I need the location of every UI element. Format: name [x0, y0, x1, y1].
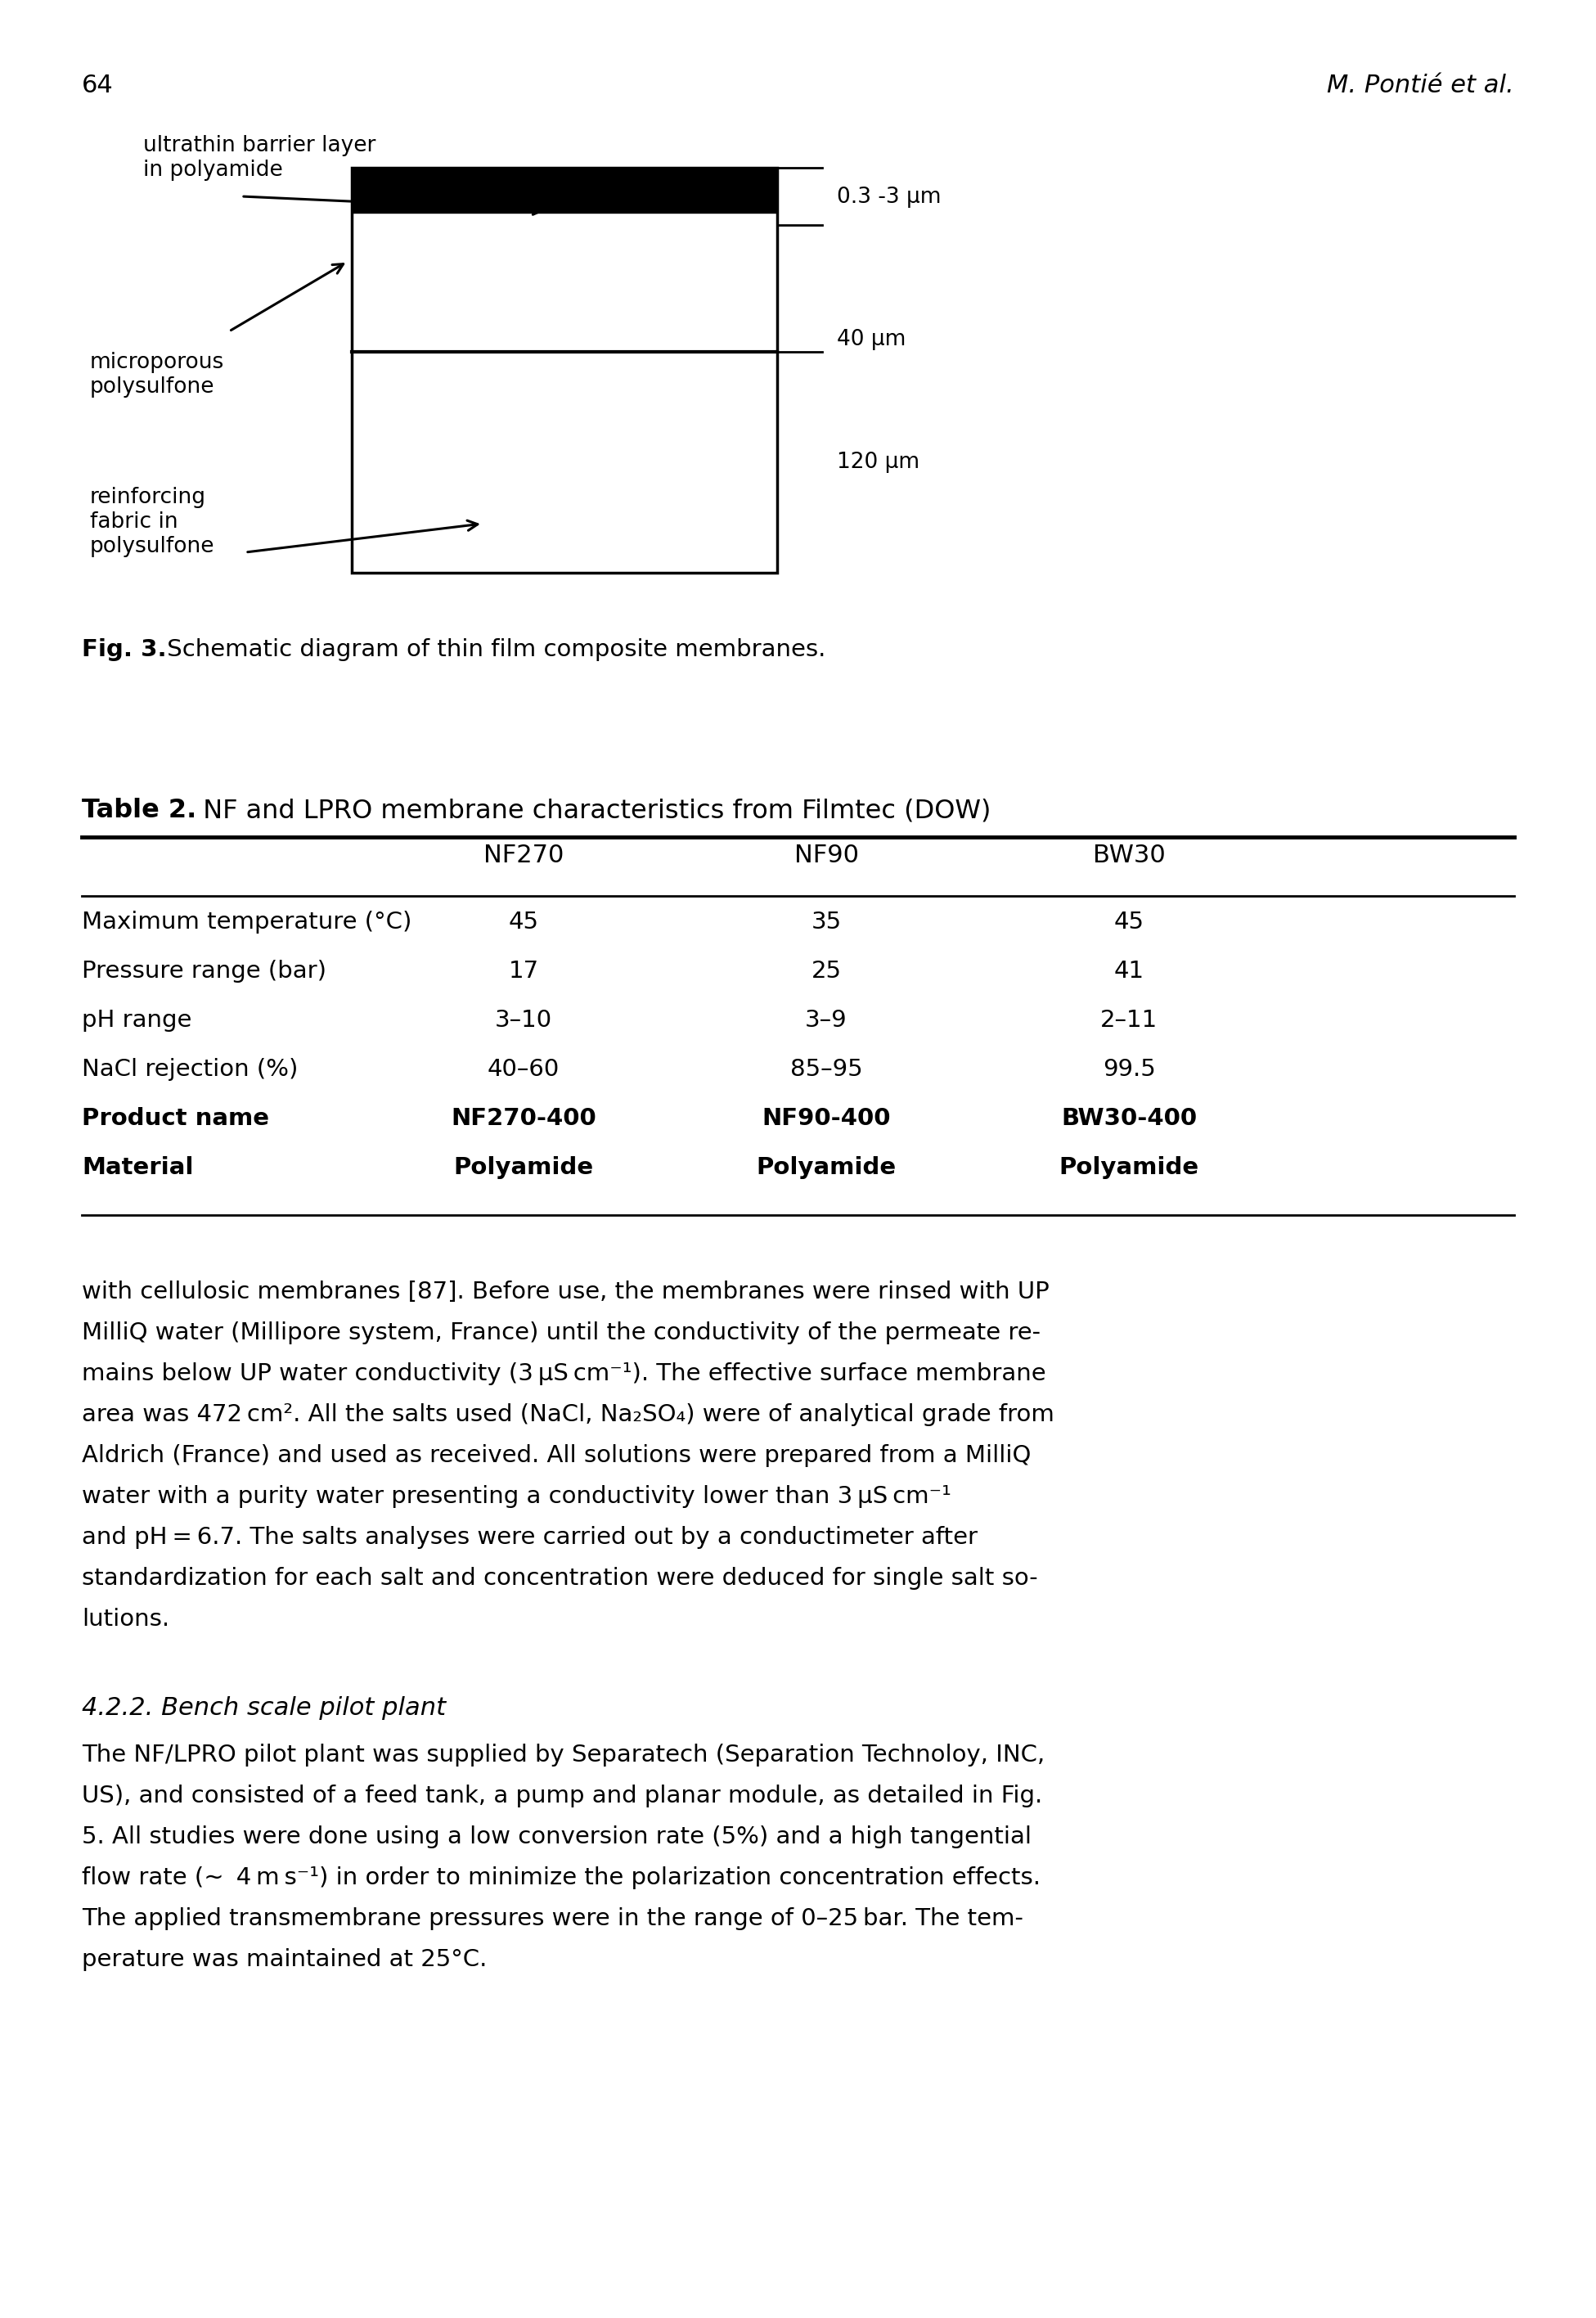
Text: MilliQ water (Millipore system, France) until the conductivity of the permeate r: MilliQ water (Millipore system, France) …	[81, 1321, 1041, 1344]
Text: Material: Material	[81, 1157, 193, 1180]
Text: microporous
polysulfone: microporous polysulfone	[89, 352, 225, 399]
Text: 64: 64	[81, 74, 113, 97]
Text: 0.3 -3 μm: 0.3 -3 μm	[836, 185, 942, 206]
Text: NF270-400: NF270-400	[450, 1108, 597, 1129]
Text: Pressure range (bar): Pressure range (bar)	[81, 960, 327, 983]
Text: Aldrich (France) and used as received. All solutions were prepared from a MilliQ: Aldrich (France) and used as received. A…	[81, 1444, 1031, 1467]
Text: NF270: NF270	[484, 844, 563, 867]
Text: 35: 35	[811, 911, 841, 934]
Text: 4.2.2. Bench scale pilot plant: 4.2.2. Bench scale pilot plant	[81, 1697, 445, 1720]
Text: BW30-400: BW30-400	[1061, 1108, 1197, 1129]
Text: 99.5: 99.5	[1103, 1057, 1156, 1080]
Text: 3–9: 3–9	[804, 1008, 847, 1032]
Text: 45: 45	[509, 911, 539, 934]
Text: US), and consisted of a feed tank, a pump and planar module, as detailed in Fig.: US), and consisted of a feed tank, a pum…	[81, 1785, 1042, 1808]
Text: 41: 41	[1114, 960, 1144, 983]
Text: mains below UP water conductivity (3 μS cm⁻¹). The effective surface membrane: mains below UP water conductivity (3 μS …	[81, 1363, 1045, 1386]
Text: Polyamide: Polyamide	[757, 1157, 897, 1180]
Text: and pH = 6.7. The salts analyses were carried out by a conductimeter after: and pH = 6.7. The salts analyses were ca…	[81, 1525, 978, 1548]
Text: Schematic diagram of thin film composite membranes.: Schematic diagram of thin film composite…	[160, 637, 825, 661]
Text: Product name: Product name	[81, 1108, 270, 1129]
Text: NF90: NF90	[793, 844, 859, 867]
Text: 40–60: 40–60	[487, 1057, 560, 1080]
Text: The applied transmembrane pressures were in the range of 0–25 bar. The tem-: The applied transmembrane pressures were…	[81, 1908, 1023, 1931]
Text: standardization for each salt and concentration were deduced for single salt so-: standardization for each salt and concen…	[81, 1567, 1037, 1590]
Text: ultrathin barrier layer
in polyamide: ultrathin barrier layer in polyamide	[144, 134, 375, 181]
Text: Polyamide: Polyamide	[453, 1157, 594, 1180]
Text: 85–95: 85–95	[790, 1057, 862, 1080]
Text: 120 μm: 120 μm	[836, 452, 919, 473]
Text: 5. All studies were done using a low conversion rate (5%) and a high tangential: 5. All studies were done using a low con…	[81, 1827, 1031, 1847]
Text: The NF/LPRO pilot plant was supplied by Separatech (Separation Technoloy, INC,: The NF/LPRO pilot plant was supplied by …	[81, 1743, 1045, 1766]
Text: 40 μm: 40 μm	[836, 329, 907, 350]
Text: 3–10: 3–10	[495, 1008, 552, 1032]
Text: pH range: pH range	[81, 1008, 192, 1032]
Text: NF90-400: NF90-400	[761, 1108, 891, 1129]
Bar	[351, 167, 777, 213]
Text: with cellulosic membranes [87]. Before use, the membranes were rinsed with UP: with cellulosic membranes [87]. Before u…	[81, 1280, 1049, 1303]
Text: 2–11: 2–11	[1100, 1008, 1157, 1032]
Text: Table 2.: Table 2.	[81, 797, 196, 823]
Text: Maximum temperature (°C): Maximum temperature (°C)	[81, 911, 412, 934]
Text: perature was maintained at 25°C.: perature was maintained at 25°C.	[81, 1947, 487, 1970]
Text: Polyamide: Polyamide	[1058, 1157, 1199, 1180]
Text: 17: 17	[509, 960, 539, 983]
Text: BW30: BW30	[1093, 844, 1165, 867]
Text: reinforcing
fabric in
polysulfone: reinforcing fabric in polysulfone	[89, 487, 215, 556]
Bar	[351, 167, 777, 573]
Text: water with a purity water presenting a conductivity lower than 3 μS cm⁻¹: water with a purity water presenting a c…	[81, 1486, 951, 1509]
Text: area was 472 cm². All the salts used (NaCl, Na₂SO₄) were of analytical grade fro: area was 472 cm². All the salts used (Na…	[81, 1402, 1055, 1426]
Text: 25: 25	[811, 960, 841, 983]
Text: M. Pontié et al.: M. Pontié et al.	[1326, 74, 1515, 97]
Text: NaCl rejection (%): NaCl rejection (%)	[81, 1057, 298, 1080]
Text: 45: 45	[1114, 911, 1144, 934]
Text: NF and LPRO membrane characteristics from Filmtec (DOW): NF and LPRO membrane characteristics fro…	[187, 797, 991, 823]
Text: flow rate (∼  4 m s⁻¹) in order to minimize the polarization concentration effec: flow rate (∼ 4 m s⁻¹) in order to minimi…	[81, 1866, 1041, 1889]
Text: Fig. 3.: Fig. 3.	[81, 637, 166, 661]
Text: lutions.: lutions.	[81, 1609, 169, 1630]
